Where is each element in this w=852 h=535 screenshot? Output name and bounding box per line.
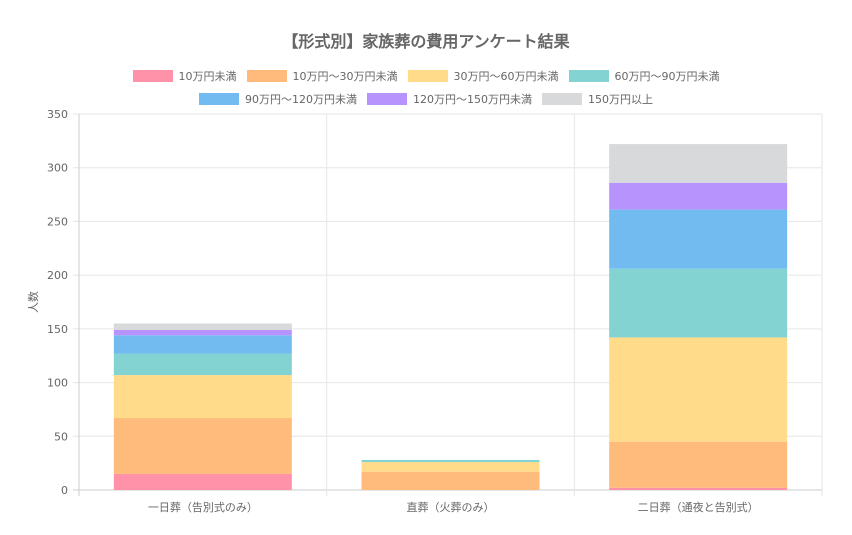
legend-label: 90万円〜120万円未満 [245, 93, 357, 106]
legend-item[interactable]: 60万円〜90万円未満 [568, 68, 720, 84]
bar-segment [113, 418, 292, 474]
bar-segment [609, 182, 788, 210]
bar-segment [609, 487, 788, 490]
legend-item[interactable]: 150万円以上 [542, 91, 653, 107]
legend-label: 10万円未満 [178, 70, 237, 83]
y-tick-label: 200 [47, 269, 68, 282]
legend: 10万円未満 10万円〜30万円未満 30万円〜60万円未満 60万円〜90万円未満 [0, 68, 852, 84]
y-tick-label: 100 [47, 377, 68, 390]
bar-segment [609, 144, 788, 183]
bar-segment [361, 462, 540, 472]
legend-label: 10万円〜30万円未満 [292, 70, 398, 83]
legend-label: 30万円〜60万円未満 [453, 70, 559, 83]
bar-segment [609, 337, 788, 442]
legend-swatch [199, 93, 239, 105]
y-tick-label: 300 [47, 162, 68, 175]
legend-item[interactable]: 10万円未満 [132, 68, 237, 84]
bar-segment [609, 268, 788, 338]
legend-item[interactable]: 10万円〜30万円未満 [246, 68, 398, 84]
x-tick-label: 一日葬（告別式のみ） [148, 501, 258, 514]
bar-segment [113, 375, 292, 419]
legend: 90万円〜120万円未満 120万円〜150万円未満 150万円以上 [0, 91, 852, 107]
legend-label: 120万円〜150万円未満 [413, 93, 532, 106]
bar-segment [113, 323, 292, 330]
bar-segment [113, 353, 292, 376]
x-tick-label: 二日葬（通夜と告別式） [638, 500, 759, 514]
legend-item[interactable]: 30万円〜60万円未満 [407, 68, 559, 84]
legend-label: 60万円〜90万円未満 [614, 70, 720, 83]
legend-item[interactable]: 120万円〜150万円未満 [367, 91, 532, 107]
legend-swatch [542, 93, 582, 105]
legend-swatch [246, 70, 287, 82]
bar-segment [113, 473, 292, 490]
legend-swatch [367, 93, 407, 105]
legend-swatch [568, 70, 609, 82]
legend-swatch [407, 70, 448, 82]
bar-segment [609, 441, 788, 488]
y-tick-label: 0 [61, 484, 68, 497]
legend-label: 150万円以上 [588, 93, 653, 106]
y-axis-label: 人数 [27, 291, 40, 313]
y-tick-label: 150 [47, 323, 68, 336]
x-tick-label: 直葬（火葬のみ） [407, 500, 495, 514]
bar-segment [361, 459, 540, 463]
bar-segment [361, 471, 540, 490]
legend-item[interactable]: 90万円〜120万円未満 [199, 91, 357, 107]
y-tick-label: 250 [47, 215, 68, 228]
y-tick-label: 350 [47, 108, 68, 121]
bar-segment [113, 329, 292, 336]
bar-segment [113, 335, 292, 354]
bar-segment [609, 209, 788, 269]
chart-title: 【形式別】家族葬の費用アンケート結果 [282, 32, 570, 51]
legend-swatch [132, 70, 173, 82]
y-tick-label: 50 [54, 430, 68, 443]
